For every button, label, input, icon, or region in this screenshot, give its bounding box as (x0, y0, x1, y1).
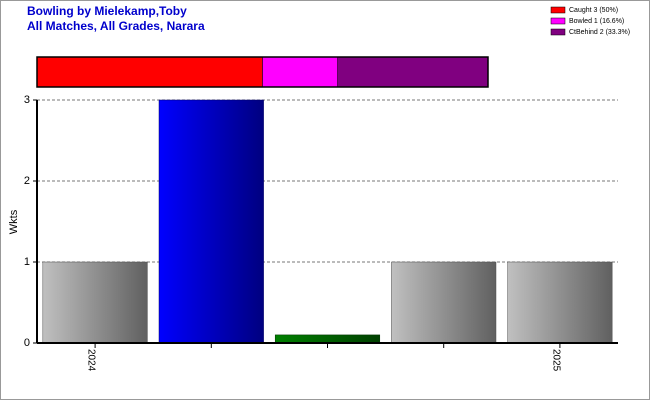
bar (274, 334, 381, 344)
bar (507, 261, 613, 344)
y-tick-label: 1 (24, 256, 30, 268)
legend-swatch (550, 6, 566, 14)
y-axis-label: Wkts (8, 209, 20, 234)
chart-title: Bowling by Mielekamp,Toby (27, 4, 187, 18)
y-tick-label: 2 (24, 175, 30, 187)
x-tick-label: 2024 (85, 349, 96, 372)
bar (391, 261, 497, 344)
y-tick-label: 0 (24, 337, 30, 349)
segment (262, 56, 338, 88)
legend-label: Caught 3 (50%) (569, 7, 618, 14)
legend-swatch (550, 17, 566, 25)
segment (36, 56, 263, 88)
legend-label: Bowled 1 (16.6%) (569, 18, 624, 25)
y-tick-label: 3 (24, 94, 30, 106)
legend-swatch (550, 28, 566, 36)
chart-subtitle: All Matches, All Grades, Narara (27, 19, 205, 33)
segment (337, 56, 489, 88)
bar (42, 261, 148, 344)
segment-frame (36, 56, 489, 88)
x-tick-label: 2025 (550, 349, 561, 372)
legend-label: CtBehind 2 (33.3%) (569, 29, 630, 36)
bar (158, 99, 264, 344)
